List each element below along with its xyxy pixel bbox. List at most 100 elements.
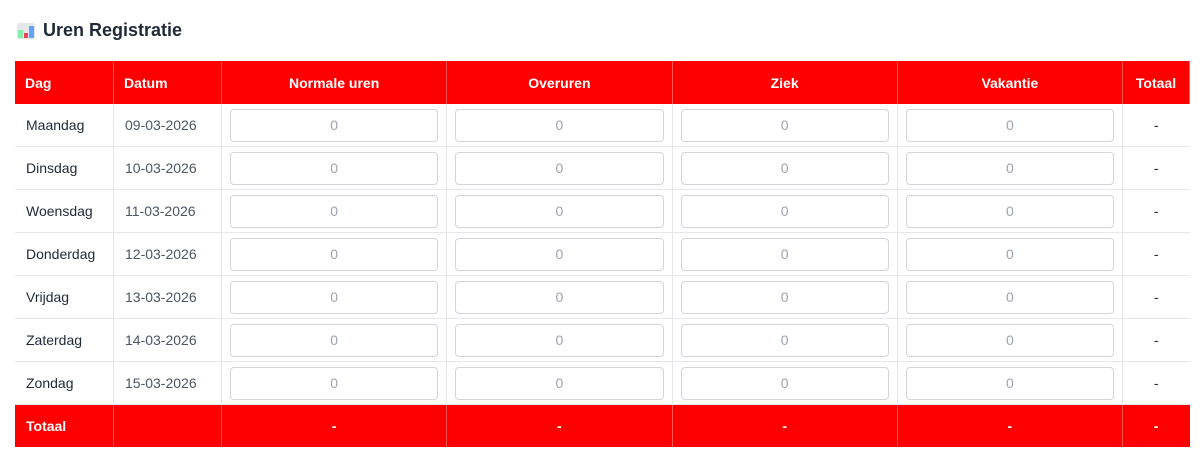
table-header-row: Dag Datum Normale uren Overuren Ziek Vak… — [15, 61, 1190, 104]
normale-uren-input[interactable] — [230, 151, 439, 185]
overuren-cell — [446, 275, 673, 319]
date-cell: 15-03-2026 — [113, 361, 222, 405]
ziek-cell — [672, 189, 898, 233]
header-overuren: Overuren — [446, 61, 673, 104]
overuren-input[interactable] — [455, 280, 664, 314]
date-cell: 14-03-2026 — [113, 318, 222, 362]
ziek-cell — [672, 275, 898, 319]
footer-normale-total: - — [221, 404, 448, 447]
overuren-cell — [446, 189, 673, 233]
ziek-cell — [672, 104, 898, 147]
overuren-input[interactable] — [455, 194, 664, 228]
table-row: Zaterdag 14-03-2026 - — [15, 318, 1190, 362]
page-title: Uren Registratie — [17, 20, 182, 41]
normale-uren-input[interactable] — [230, 194, 439, 228]
bar-chart-icon — [17, 22, 35, 39]
ziek-input[interactable] — [680, 108, 889, 142]
row-total: - — [1122, 361, 1190, 405]
normale-uren-cell — [221, 104, 448, 147]
ziek-cell — [672, 361, 898, 405]
header-normale-uren: Normale uren — [221, 61, 448, 104]
day-cell: Dinsdag — [15, 146, 114, 190]
overuren-input[interactable] — [455, 108, 664, 142]
page-title-text: Uren Registratie — [43, 20, 183, 40]
ziek-input[interactable] — [680, 151, 889, 185]
overuren-cell — [446, 104, 673, 147]
date-cell: 13-03-2026 — [113, 275, 222, 319]
footer-empty — [113, 404, 222, 447]
vakantie-cell — [897, 189, 1124, 233]
normale-uren-input[interactable] — [230, 323, 439, 357]
vakantie-input[interactable] — [905, 194, 1114, 228]
vakantie-cell — [897, 361, 1124, 405]
overuren-cell — [446, 361, 673, 405]
vakantie-input[interactable] — [905, 323, 1114, 357]
footer-overuren-total: - — [446, 404, 673, 447]
vakantie-input[interactable] — [905, 108, 1114, 142]
normale-uren-cell — [221, 318, 448, 362]
hours-table: Dag Datum Normale uren Overuren Ziek Vak… — [15, 61, 1190, 447]
ziek-input[interactable] — [680, 237, 889, 271]
table-row: Vrijdag 13-03-2026 - — [15, 275, 1190, 319]
normale-uren-cell — [221, 275, 448, 319]
day-cell: Maandag — [15, 104, 114, 147]
table-row: Dinsdag 10-03-2026 - — [15, 146, 1190, 190]
footer-vakantie-total: - — [897, 404, 1124, 447]
normale-uren-cell — [221, 146, 448, 190]
date-cell: 11-03-2026 — [113, 189, 222, 233]
overuren-input[interactable] — [455, 237, 664, 271]
ziek-cell — [672, 318, 898, 362]
normale-uren-cell — [221, 232, 448, 276]
day-cell: Vrijdag — [15, 275, 114, 319]
header-dag: Dag — [15, 61, 114, 104]
footer-ziek-total: - — [672, 404, 898, 447]
footer-row: Totaal - - - - - — [15, 404, 1190, 447]
normale-uren-input[interactable] — [230, 237, 439, 271]
row-total: - — [1122, 146, 1190, 190]
date-cell: 09-03-2026 — [113, 104, 222, 147]
table-row: Donderdag 12-03-2026 - — [15, 232, 1190, 276]
day-cell: Zaterdag — [15, 318, 114, 362]
date-cell: 10-03-2026 — [113, 146, 222, 190]
day-cell: Woensdag — [15, 189, 114, 233]
row-total: - — [1122, 189, 1190, 233]
vakantie-input[interactable] — [905, 280, 1114, 314]
day-cell: Zondag — [15, 361, 114, 405]
vakantie-input[interactable] — [905, 151, 1114, 185]
header-ziek: Ziek — [672, 61, 898, 104]
footer-grand-total: - — [1122, 404, 1190, 447]
normale-uren-input[interactable] — [230, 366, 439, 400]
vakantie-cell — [897, 146, 1124, 190]
table-row: Woensdag 11-03-2026 - — [15, 189, 1190, 233]
overuren-input[interactable] — [455, 366, 664, 400]
footer-label: Totaal — [15, 404, 114, 447]
normale-uren-cell — [221, 189, 448, 233]
row-total: - — [1122, 232, 1190, 276]
normale-uren-cell — [221, 361, 448, 405]
vakantie-input[interactable] — [905, 237, 1114, 271]
overuren-cell — [446, 232, 673, 276]
vakantie-cell — [897, 104, 1124, 147]
overuren-input[interactable] — [455, 151, 664, 185]
normale-uren-input[interactable] — [230, 108, 439, 142]
row-total: - — [1122, 318, 1190, 362]
vakantie-input[interactable] — [905, 366, 1114, 400]
table-row: Zondag 15-03-2026 - — [15, 361, 1190, 405]
table-row: Maandag 09-03-2026 - — [15, 104, 1190, 147]
row-total: - — [1122, 104, 1190, 147]
header-totaal: Totaal — [1122, 61, 1190, 104]
vakantie-cell — [897, 232, 1124, 276]
date-cell: 12-03-2026 — [113, 232, 222, 276]
vakantie-cell — [897, 275, 1124, 319]
ziek-input[interactable] — [680, 194, 889, 228]
vakantie-cell — [897, 318, 1124, 362]
overuren-cell — [446, 318, 673, 362]
normale-uren-input[interactable] — [230, 280, 439, 314]
ziek-input[interactable] — [680, 280, 889, 314]
overuren-cell — [446, 146, 673, 190]
header-datum: Datum — [113, 61, 222, 104]
day-cell: Donderdag — [15, 232, 114, 276]
ziek-input[interactable] — [680, 323, 889, 357]
overuren-input[interactable] — [455, 323, 664, 357]
ziek-input[interactable] — [680, 366, 889, 400]
